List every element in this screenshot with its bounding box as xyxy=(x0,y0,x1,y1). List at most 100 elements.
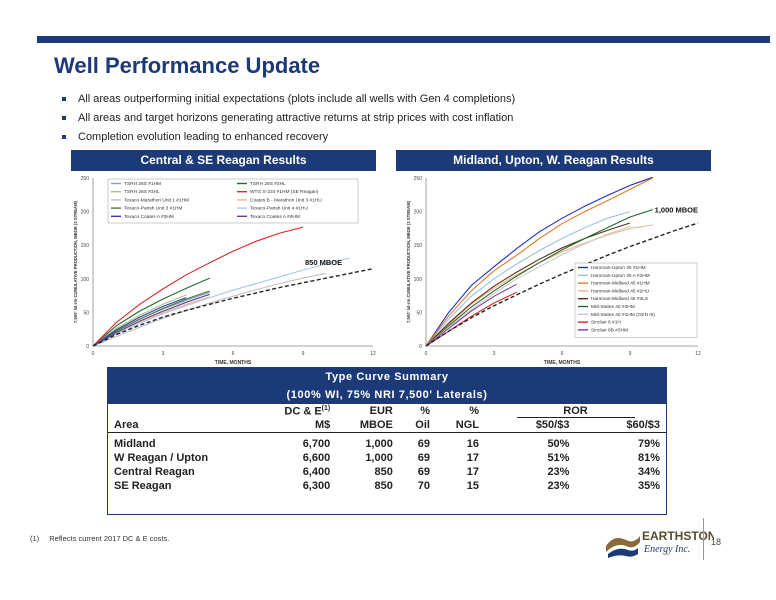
y-tick-label: 0 xyxy=(86,344,89,350)
table-cell: 69 xyxy=(417,452,430,464)
table-title-line2: (100% WI, 75% NRI 7,500' Laterals) xyxy=(286,389,488,401)
legend-label: Hamman-Midland 45 #2HU xyxy=(591,288,650,294)
chart-title: Midland, Upton, W. Reagan Results xyxy=(396,150,711,171)
series-line xyxy=(425,225,631,347)
legend-label: Texaco-Parish Unit 4 #1HU xyxy=(250,206,308,212)
legend-label: TSRH 28S #3HL xyxy=(124,189,160,195)
table-header-cell-ror: ROR xyxy=(485,404,666,418)
series-line xyxy=(92,272,327,347)
series-line xyxy=(425,177,653,347)
y-tick-label: 100 xyxy=(81,277,90,283)
table-cell: 70 xyxy=(417,480,430,492)
bullet-item: All areas and target horizons generating… xyxy=(62,111,515,130)
table-cell: 17 xyxy=(466,452,479,464)
footnote-marker: (1) xyxy=(30,534,40,543)
x-tick-label: 3 xyxy=(493,351,496,357)
logo-mark-icon: EARTHSTONE Energy Inc. xyxy=(606,529,724,558)
table-header-cell xyxy=(108,404,256,418)
type-curve-line xyxy=(425,222,699,347)
series-line xyxy=(425,283,517,347)
y-tick-label: 50 xyxy=(416,310,422,316)
table-cell: 51% xyxy=(547,452,570,464)
y-tick-label: 100 xyxy=(414,277,423,283)
chart-title: Central & SE Reagan Results xyxy=(71,150,376,171)
table-title-line1: Type Curve Summary xyxy=(325,371,449,383)
table-header-cell: $60/$3 xyxy=(575,418,666,433)
table-cell: 16 xyxy=(466,438,479,450)
table-header-cell: NGL xyxy=(435,418,485,433)
footnote: (1) Reflects current 2017 DC & E costs. xyxy=(30,534,177,543)
bullet-list: All areas outperforming initial expectat… xyxy=(62,92,515,149)
table-title: Type Curve Summary (100% WI, 75% NRI 7,5… xyxy=(108,368,666,404)
table-row: Central Reagan 6,400 850 69 17 23% 34% xyxy=(108,465,666,479)
y-tick-label: 200 xyxy=(414,210,423,216)
y-tick-label: 150 xyxy=(414,243,423,249)
series-line xyxy=(92,290,210,347)
earthstone-logo: EARTHSTONE Energy Inc. xyxy=(604,520,724,560)
table-header-cell: M$ xyxy=(255,418,337,433)
legend-box xyxy=(107,178,359,224)
series-line xyxy=(425,291,517,347)
table-row: SE Reagan 6,300 850 70 15 23% 35% xyxy=(108,479,666,493)
legend-label: Texaco-Marathon Unit 1 #1HM xyxy=(124,197,189,203)
x-tick-label: 6 xyxy=(232,351,235,357)
table-cell: 17 xyxy=(466,466,479,478)
table-cell: 1,000 xyxy=(365,438,393,450)
table-header-cell: $50/$3 xyxy=(485,418,576,433)
table-header-row: Area M$ MBOE Oil NGL $50/$3 $60/$3 xyxy=(108,418,666,433)
footnote-text: Reflects current 2017 DC & E costs. xyxy=(49,534,170,543)
legend-label: Hamman-Midland 45 #1HM xyxy=(591,281,650,287)
y-tick-label: 150 xyxy=(81,243,90,249)
x-tick-label: 0 xyxy=(425,351,428,357)
y-tick-label: 0 xyxy=(419,344,422,350)
legend-label: Texaco-Parish Unit 3 #1HM xyxy=(124,206,182,212)
x-tick-label: 9 xyxy=(302,351,305,357)
x-axis-label: TIME, MONTHS xyxy=(544,360,581,366)
legend-label: Hamman-Upton 30 #1HM xyxy=(591,265,646,271)
midland-upton-panel: Midland, Upton, W. Reagan Results 0 50 100… xyxy=(396,150,711,373)
x-tick-label: 12 xyxy=(695,351,701,357)
series-line xyxy=(425,211,631,347)
table-cell: 23% xyxy=(547,466,570,478)
series-line xyxy=(92,297,187,347)
table-cell: 35% xyxy=(637,480,660,492)
table-cell: SE Reagan xyxy=(114,480,172,492)
table-header-cell: MBOE xyxy=(336,418,399,433)
table-row: W Reagan / Upton 6,600 1,000 69 17 51% 8… xyxy=(108,451,666,465)
bullet-item: All areas outperforming initial expectat… xyxy=(62,92,515,111)
table-header-cell: Area xyxy=(108,418,256,433)
table-header-row: DC & E(1) EUR % % ROR xyxy=(108,404,666,418)
y-tick-label: 50 xyxy=(83,310,89,316)
series-line xyxy=(92,257,350,347)
logo-line2: Energy Inc. xyxy=(643,544,690,555)
divider xyxy=(703,518,704,560)
page-title: Well Performance Update xyxy=(54,53,321,78)
table-cell: 1,000 xyxy=(365,452,393,464)
legend-box xyxy=(574,262,698,338)
series-line xyxy=(92,293,210,347)
table-cell: Central Reagan xyxy=(114,466,195,478)
x-axis-label: TIME, MONTHS xyxy=(215,360,252,366)
x-tick-label: 6 xyxy=(561,351,564,357)
legend-label: Coates B - Marathon Unit 3 #1HU xyxy=(250,197,322,203)
table-cell: 69 xyxy=(417,466,430,478)
y-tick-label: 250 xyxy=(414,176,423,182)
series-line xyxy=(92,277,210,347)
legend-label: TSRH 28S #1HM xyxy=(124,181,161,187)
series-line xyxy=(92,226,304,347)
central-se-reagan-panel: Central & SE Reagan Results 0 50 100 150 200… xyxy=(71,150,376,373)
summary-table: DC & E(1) EUR % % ROR Area M$ MBOE Oil N… xyxy=(108,404,666,493)
table-row: Midland 6,700 1,000 69 16 50% 79% xyxy=(108,437,666,451)
table-header-cell: EUR xyxy=(369,405,393,417)
bullet-item: Completion evolution leading to enhanced… xyxy=(62,130,515,149)
table-cell: 23% xyxy=(547,480,570,492)
table-cell: 34% xyxy=(637,466,660,478)
legend-label: Hamman-Midland 45 #3LS xyxy=(591,296,648,302)
table-cell: 69 xyxy=(417,438,430,450)
x-tick-label: 9 xyxy=(629,351,632,357)
legend-label: WTG S-234 #1HM (SE Reagan) xyxy=(250,189,319,195)
table-cell: 850 xyxy=(374,466,393,478)
table-header-cell: DC & E(1) xyxy=(284,404,331,418)
y-axis-label: 7,500' lat-rm CUMULATIVE PRODUCTION, MBO… xyxy=(406,200,411,323)
table-cell: Midland xyxy=(114,438,156,450)
